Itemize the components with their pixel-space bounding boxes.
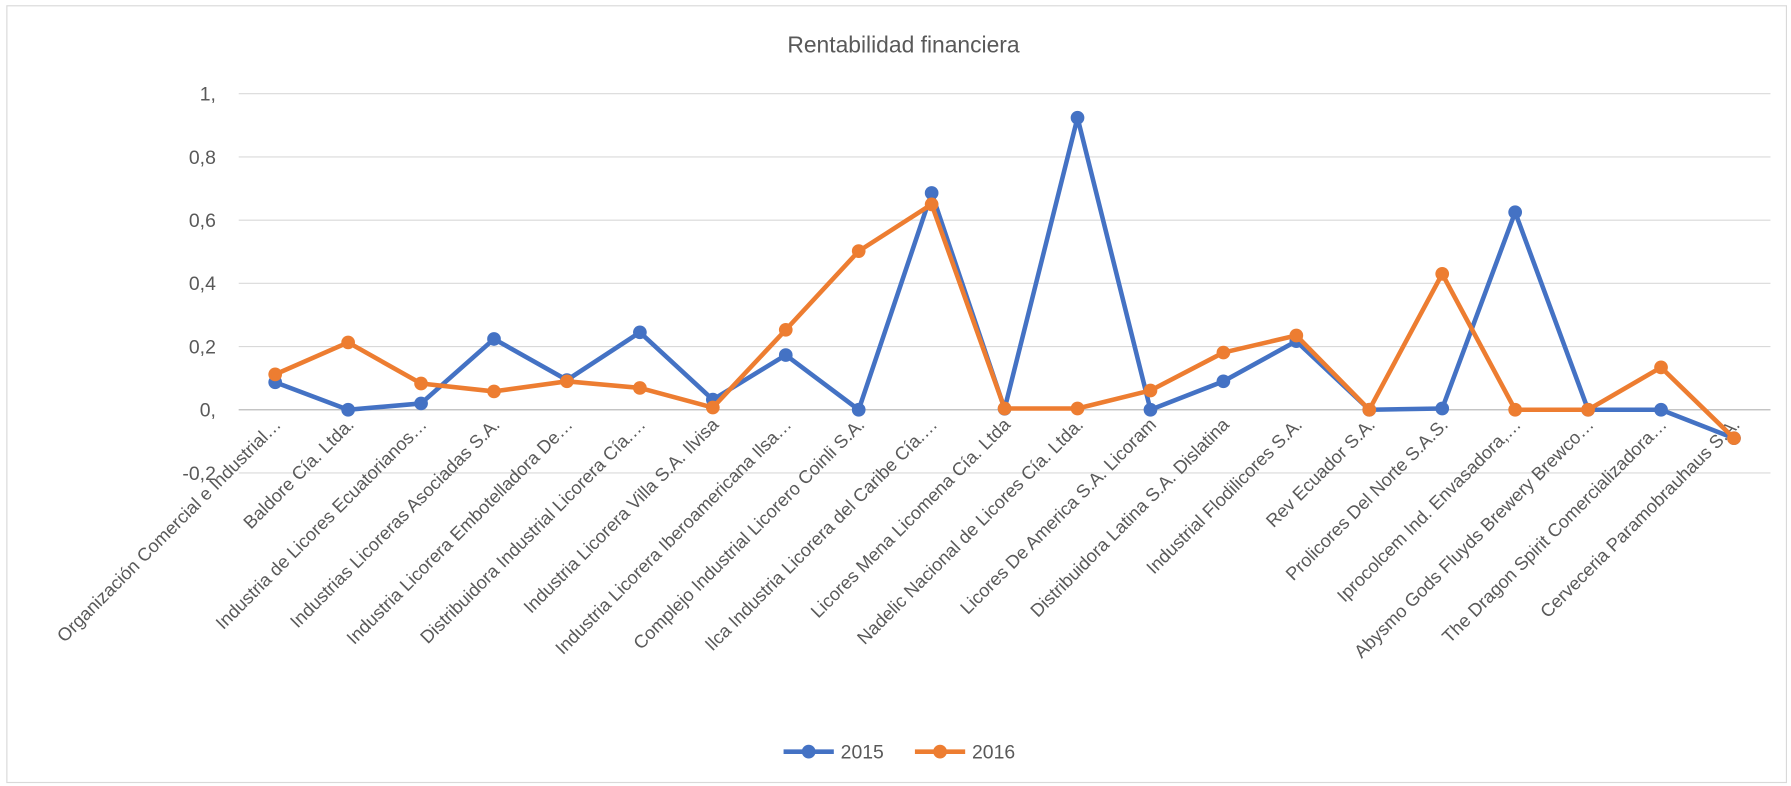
legend-label: 2016 bbox=[972, 742, 1015, 764]
data-point bbox=[1654, 402, 1668, 417]
data-point bbox=[1581, 402, 1595, 417]
legend-marker bbox=[933, 744, 947, 759]
data-point bbox=[1143, 383, 1158, 398]
chart-border bbox=[6, 5, 1788, 784]
data-point bbox=[997, 401, 1012, 416]
y-tick-label: 1, bbox=[200, 84, 216, 106]
y-tick-label: 0,8 bbox=[189, 147, 216, 169]
data-point bbox=[1070, 401, 1085, 416]
data-point bbox=[341, 402, 355, 417]
y-tick-label: -0,2 bbox=[182, 463, 215, 485]
data-point bbox=[633, 381, 647, 395]
data-point bbox=[851, 244, 866, 258]
data-point bbox=[1727, 431, 1741, 446]
data-point bbox=[1508, 205, 1523, 220]
data-point bbox=[487, 332, 501, 346]
data-point bbox=[1654, 360, 1668, 375]
data-point bbox=[778, 322, 793, 337]
data-point bbox=[633, 325, 647, 340]
y-tick-label: 0, bbox=[200, 400, 216, 422]
data-point bbox=[1216, 345, 1231, 360]
data-point bbox=[341, 335, 355, 350]
data-point bbox=[1508, 402, 1523, 417]
data-point bbox=[1435, 267, 1450, 281]
data-point bbox=[778, 348, 793, 362]
y-tick-label: 0,6 bbox=[189, 210, 216, 232]
data-point bbox=[414, 396, 428, 411]
chart-title: Rentabilidad financiera bbox=[787, 32, 1020, 58]
data-point bbox=[1070, 110, 1085, 125]
data-point bbox=[1216, 374, 1231, 389]
data-point bbox=[1289, 328, 1304, 343]
data-point bbox=[268, 367, 283, 382]
y-tick-label: 0,4 bbox=[189, 273, 216, 295]
data-point bbox=[1143, 402, 1158, 417]
data-point bbox=[1362, 402, 1377, 417]
data-point bbox=[414, 376, 428, 391]
data-point bbox=[487, 384, 501, 399]
data-point bbox=[924, 197, 939, 212]
data-point bbox=[851, 402, 866, 417]
legend-label: 2015 bbox=[841, 742, 884, 764]
y-tick-label: 0,2 bbox=[189, 336, 216, 358]
data-point bbox=[705, 400, 720, 415]
data-point bbox=[924, 186, 939, 200]
data-point bbox=[560, 374, 574, 389]
data-point bbox=[1435, 401, 1450, 416]
legend-marker bbox=[801, 744, 816, 759]
